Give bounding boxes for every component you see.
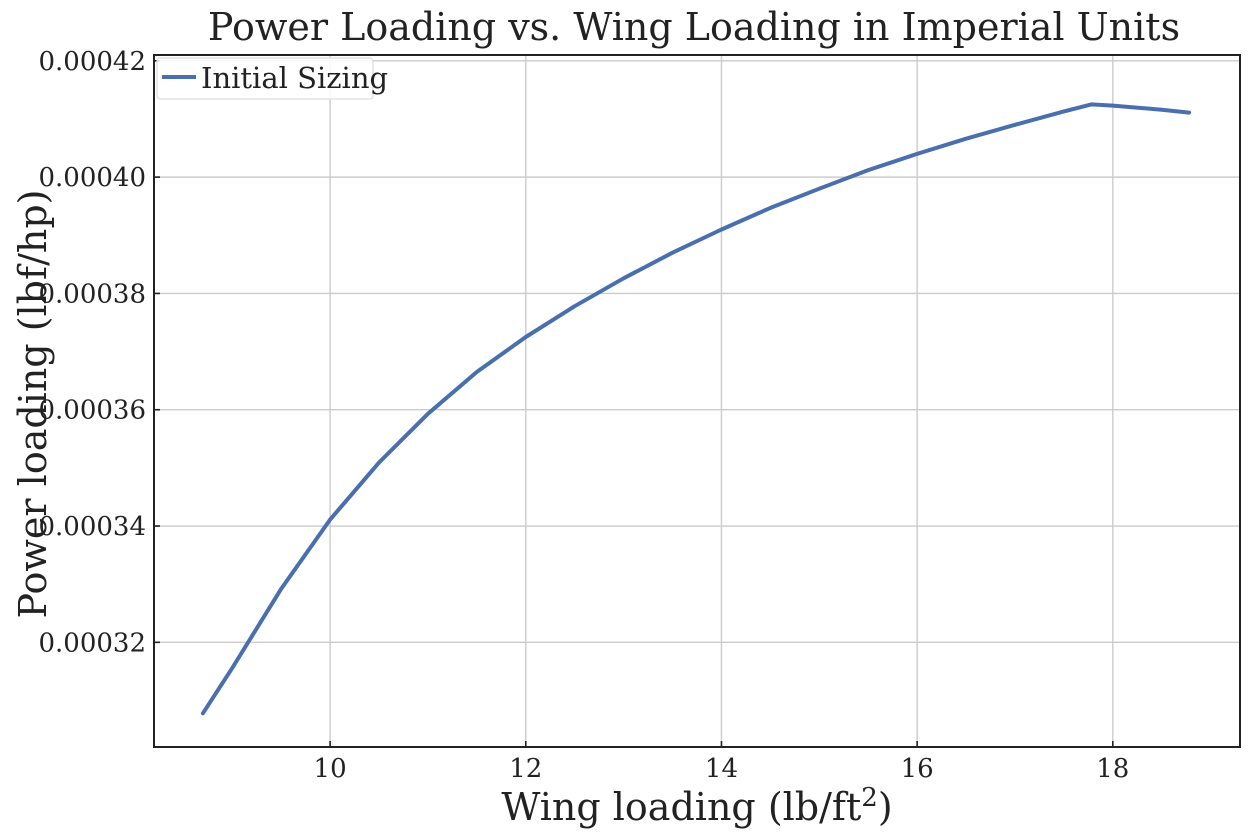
grid-lines: [154, 55, 1240, 747]
x-tick-label: 12: [509, 754, 542, 784]
series-layer: [200, 102, 1192, 716]
x-tick-label: 16: [901, 754, 934, 784]
x-tick-label: 14: [705, 754, 738, 784]
y-tick-label: 0.00042: [38, 47, 146, 77]
plot-frame: [153, 54, 1241, 748]
series-line-initial-sizing: [200, 102, 1192, 716]
y-axis-label: Power loading (lbf/hp): [11, 189, 55, 618]
legend-label-initial-sizing: Initial Sizing: [201, 61, 388, 95]
x-tick-label: 18: [1096, 754, 1129, 784]
y-tick-label: 0.00032: [38, 628, 146, 658]
x-axis-label-superscript: 2: [861, 783, 878, 813]
legend-box: [156, 57, 374, 100]
y-tick-label: 0.00034: [38, 512, 146, 542]
chart-title: Power Loading vs. Wing Loading in Imperi…: [208, 5, 1180, 49]
x-axis-label: Wing loading (lb/ft2): [501, 783, 892, 829]
y-tick-label: 0.00040: [38, 163, 146, 193]
y-tick-label: 0.00038: [38, 279, 146, 309]
legend: Initial Sizing: [156, 57, 388, 100]
x-tick-label: 10: [314, 754, 347, 784]
y-tick-label: 0.00036: [38, 396, 146, 426]
axis-ticks: 10 12 14 16 18 0.00032 0.00034 0.00036 0.00038 0.…: [38, 47, 1129, 784]
x-axis-label-end: ): [878, 785, 893, 829]
